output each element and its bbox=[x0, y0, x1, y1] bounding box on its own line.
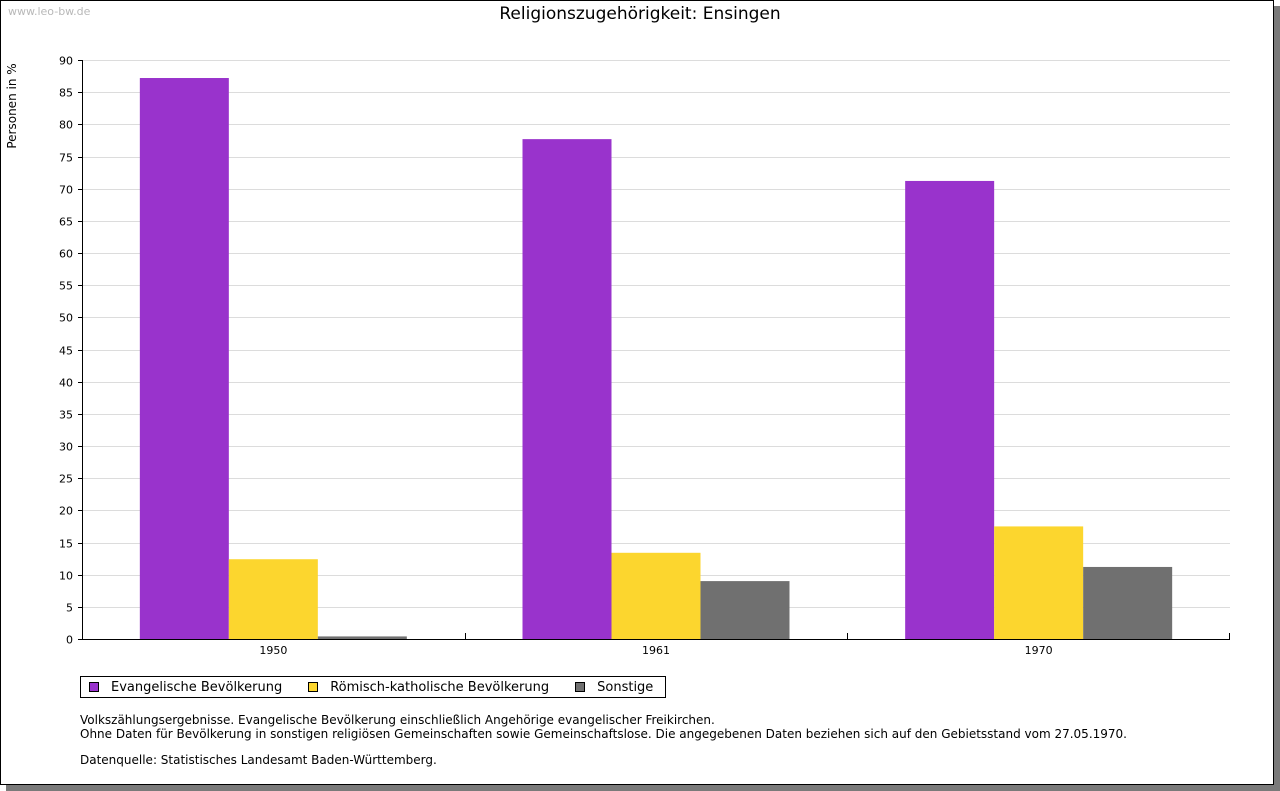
legend-item-sonstige: Sonstige bbox=[575, 680, 653, 695]
y-axis-label: Personen in % bbox=[5, 63, 19, 148]
bar-sonstige-1950 bbox=[317, 636, 407, 639]
bar-r-misch-katholische-bev-lkerung-1950 bbox=[228, 559, 318, 639]
legend-swatch-katholisch bbox=[308, 682, 319, 692]
y-tick-label: 25 bbox=[59, 473, 73, 486]
y-tick-label: 15 bbox=[59, 538, 73, 551]
y-tick-label: 20 bbox=[59, 505, 73, 518]
legend-item-katholisch: Römisch-katholische Bevölkerung bbox=[308, 680, 549, 695]
y-tick-label: 60 bbox=[59, 248, 73, 261]
data-source: Datenquelle: Statistisches Landesamt Bad… bbox=[80, 753, 437, 767]
y-tick-label: 90 bbox=[59, 55, 73, 68]
footnotes: Volkszählungsergebnisse. Evangelische Be… bbox=[80, 713, 1127, 767]
y-tick-label: 50 bbox=[59, 312, 73, 325]
legend-label-sonstige: Sonstige bbox=[597, 679, 654, 695]
legend-swatch-evangelisch bbox=[89, 682, 99, 692]
legend: Evangelische Bevölkerung Römisch-katholi… bbox=[80, 676, 667, 698]
footnote-line-1: Volkszählungsergebnisse. Evangelische Be… bbox=[80, 713, 715, 727]
bar-r-misch-katholische-bev-lkerung-1970 bbox=[994, 526, 1084, 639]
y-tick-label: 70 bbox=[59, 184, 73, 197]
watermark: www.leo-bw.de bbox=[8, 5, 91, 18]
frame-shadow-right bbox=[1274, 6, 1280, 791]
legend-label-katholisch: Römisch-katholische Bevölkerung bbox=[330, 679, 550, 695]
y-tick-label: 10 bbox=[59, 570, 73, 583]
y-tick-label: 30 bbox=[59, 441, 73, 454]
legend-swatch-sonstige bbox=[575, 682, 586, 692]
legend-label-evangelisch: Evangelische Bevölkerung bbox=[111, 679, 283, 695]
y-tick-label: 40 bbox=[59, 377, 73, 390]
legend-item-evangelisch: Evangelische Bevölkerung bbox=[89, 680, 282, 695]
y-tick-label: 85 bbox=[59, 87, 73, 100]
y-tick-label: 75 bbox=[59, 152, 73, 165]
bar-chart: 0 5 10 15 20 25 30 35 40 45 50 55 60 65 70 75 80 85 90 Pers… bbox=[5, 55, 1230, 657]
y-tick-label: 45 bbox=[59, 345, 73, 358]
y-tick-label: 5 bbox=[66, 602, 73, 615]
y-tick-label: 55 bbox=[59, 280, 73, 293]
bar-evangelische-bev-lkerung-1950 bbox=[139, 78, 229, 640]
y-tick-label: 80 bbox=[59, 119, 73, 132]
footnote-line-2: Ohne Daten für Bevölkerung in sonstigen … bbox=[80, 727, 1127, 741]
bar-evangelische-bev-lkerung-1961 bbox=[522, 139, 612, 639]
y-tick-label: 65 bbox=[59, 216, 73, 229]
x-tick-label: 1961 bbox=[642, 644, 670, 657]
frame-shadow-bottom bbox=[6, 785, 1280, 791]
y-tick-label: 35 bbox=[59, 409, 73, 422]
bar-r-misch-katholische-bev-lkerung-1961 bbox=[611, 552, 701, 639]
bar-evangelische-bev-lkerung-1970 bbox=[905, 180, 995, 640]
y-tick-label: 0 bbox=[66, 634, 73, 647]
bar-sonstige-1970 bbox=[1083, 566, 1173, 639]
x-tick-label: 1950 bbox=[259, 644, 287, 657]
x-tick-label: 1970 bbox=[1025, 644, 1053, 657]
chart-title: Religionszugehörigkeit: Ensingen bbox=[499, 4, 781, 24]
bar-sonstige-1961 bbox=[700, 581, 790, 639]
